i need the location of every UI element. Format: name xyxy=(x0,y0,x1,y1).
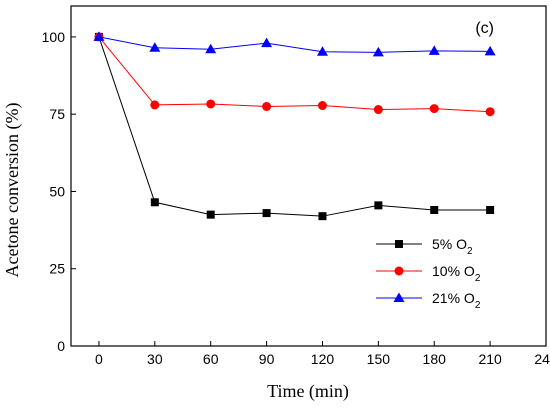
data-point xyxy=(317,101,327,111)
series-2 xyxy=(93,31,496,57)
x-tick-label: 150 xyxy=(367,351,391,367)
legend-entry: 10% O2 xyxy=(376,263,481,284)
data-point xyxy=(205,43,217,54)
data-point xyxy=(261,37,273,48)
legend-entry: 21% O2 xyxy=(376,290,481,311)
data-point xyxy=(150,198,159,207)
x-axis-title: Time (min) xyxy=(267,381,349,402)
series-0 xyxy=(94,32,495,221)
series-layer xyxy=(93,31,496,221)
x-tick-label: 120 xyxy=(311,351,335,367)
data-point xyxy=(316,46,328,56)
data-point xyxy=(372,46,384,57)
y-tick-label: 75 xyxy=(49,106,65,122)
y-tick-label: 50 xyxy=(49,183,65,199)
data-point xyxy=(262,209,271,218)
legend: 5% O2 10% O2 21% O2 xyxy=(376,236,481,311)
series-line xyxy=(98,36,491,53)
y-axis-title: Acetone conversion (%) xyxy=(2,103,23,278)
plot-frame xyxy=(70,5,547,347)
x-tick-label: 0 xyxy=(95,351,103,367)
y-tick-label: 100 xyxy=(42,29,66,45)
legend-marker xyxy=(393,292,405,302)
data-point xyxy=(429,104,439,114)
data-point xyxy=(262,101,272,111)
legend-marker xyxy=(394,266,404,276)
legend-marker xyxy=(395,240,403,248)
data-point xyxy=(485,107,495,117)
series-line xyxy=(98,36,491,217)
legend-label: 21% O2 xyxy=(432,290,481,311)
data-point xyxy=(428,45,440,55)
data-point xyxy=(373,105,383,115)
x-tick-label: 30 xyxy=(147,351,163,367)
data-point xyxy=(486,206,495,214)
x-tick-label: 60 xyxy=(203,351,219,367)
data-point xyxy=(430,206,439,214)
panel-label: (c) xyxy=(475,20,494,37)
data-point xyxy=(318,212,327,221)
data-point xyxy=(93,31,105,41)
axes-layer: 0 30 60 90 120 150 180 210 240 0 25 50 75 100 xyxy=(42,5,550,367)
legend-label: 10% O2 xyxy=(432,263,481,284)
x-tick-label: 240 xyxy=(534,351,550,367)
legend-label: 5% O2 xyxy=(432,236,473,257)
series-line xyxy=(98,36,491,113)
data-point xyxy=(374,201,383,210)
y-tick-label: 0 xyxy=(57,338,65,354)
data-point xyxy=(484,45,496,56)
x-tick-label: 210 xyxy=(478,351,502,367)
x-tick-label: 90 xyxy=(259,351,275,367)
data-point xyxy=(206,99,216,109)
y-tick-label: 25 xyxy=(49,261,65,277)
data-point xyxy=(206,210,215,219)
data-point xyxy=(149,42,161,52)
data-point xyxy=(150,100,160,110)
x-tick-label: 180 xyxy=(423,351,447,367)
legend-entry: 5% O2 xyxy=(376,236,473,257)
